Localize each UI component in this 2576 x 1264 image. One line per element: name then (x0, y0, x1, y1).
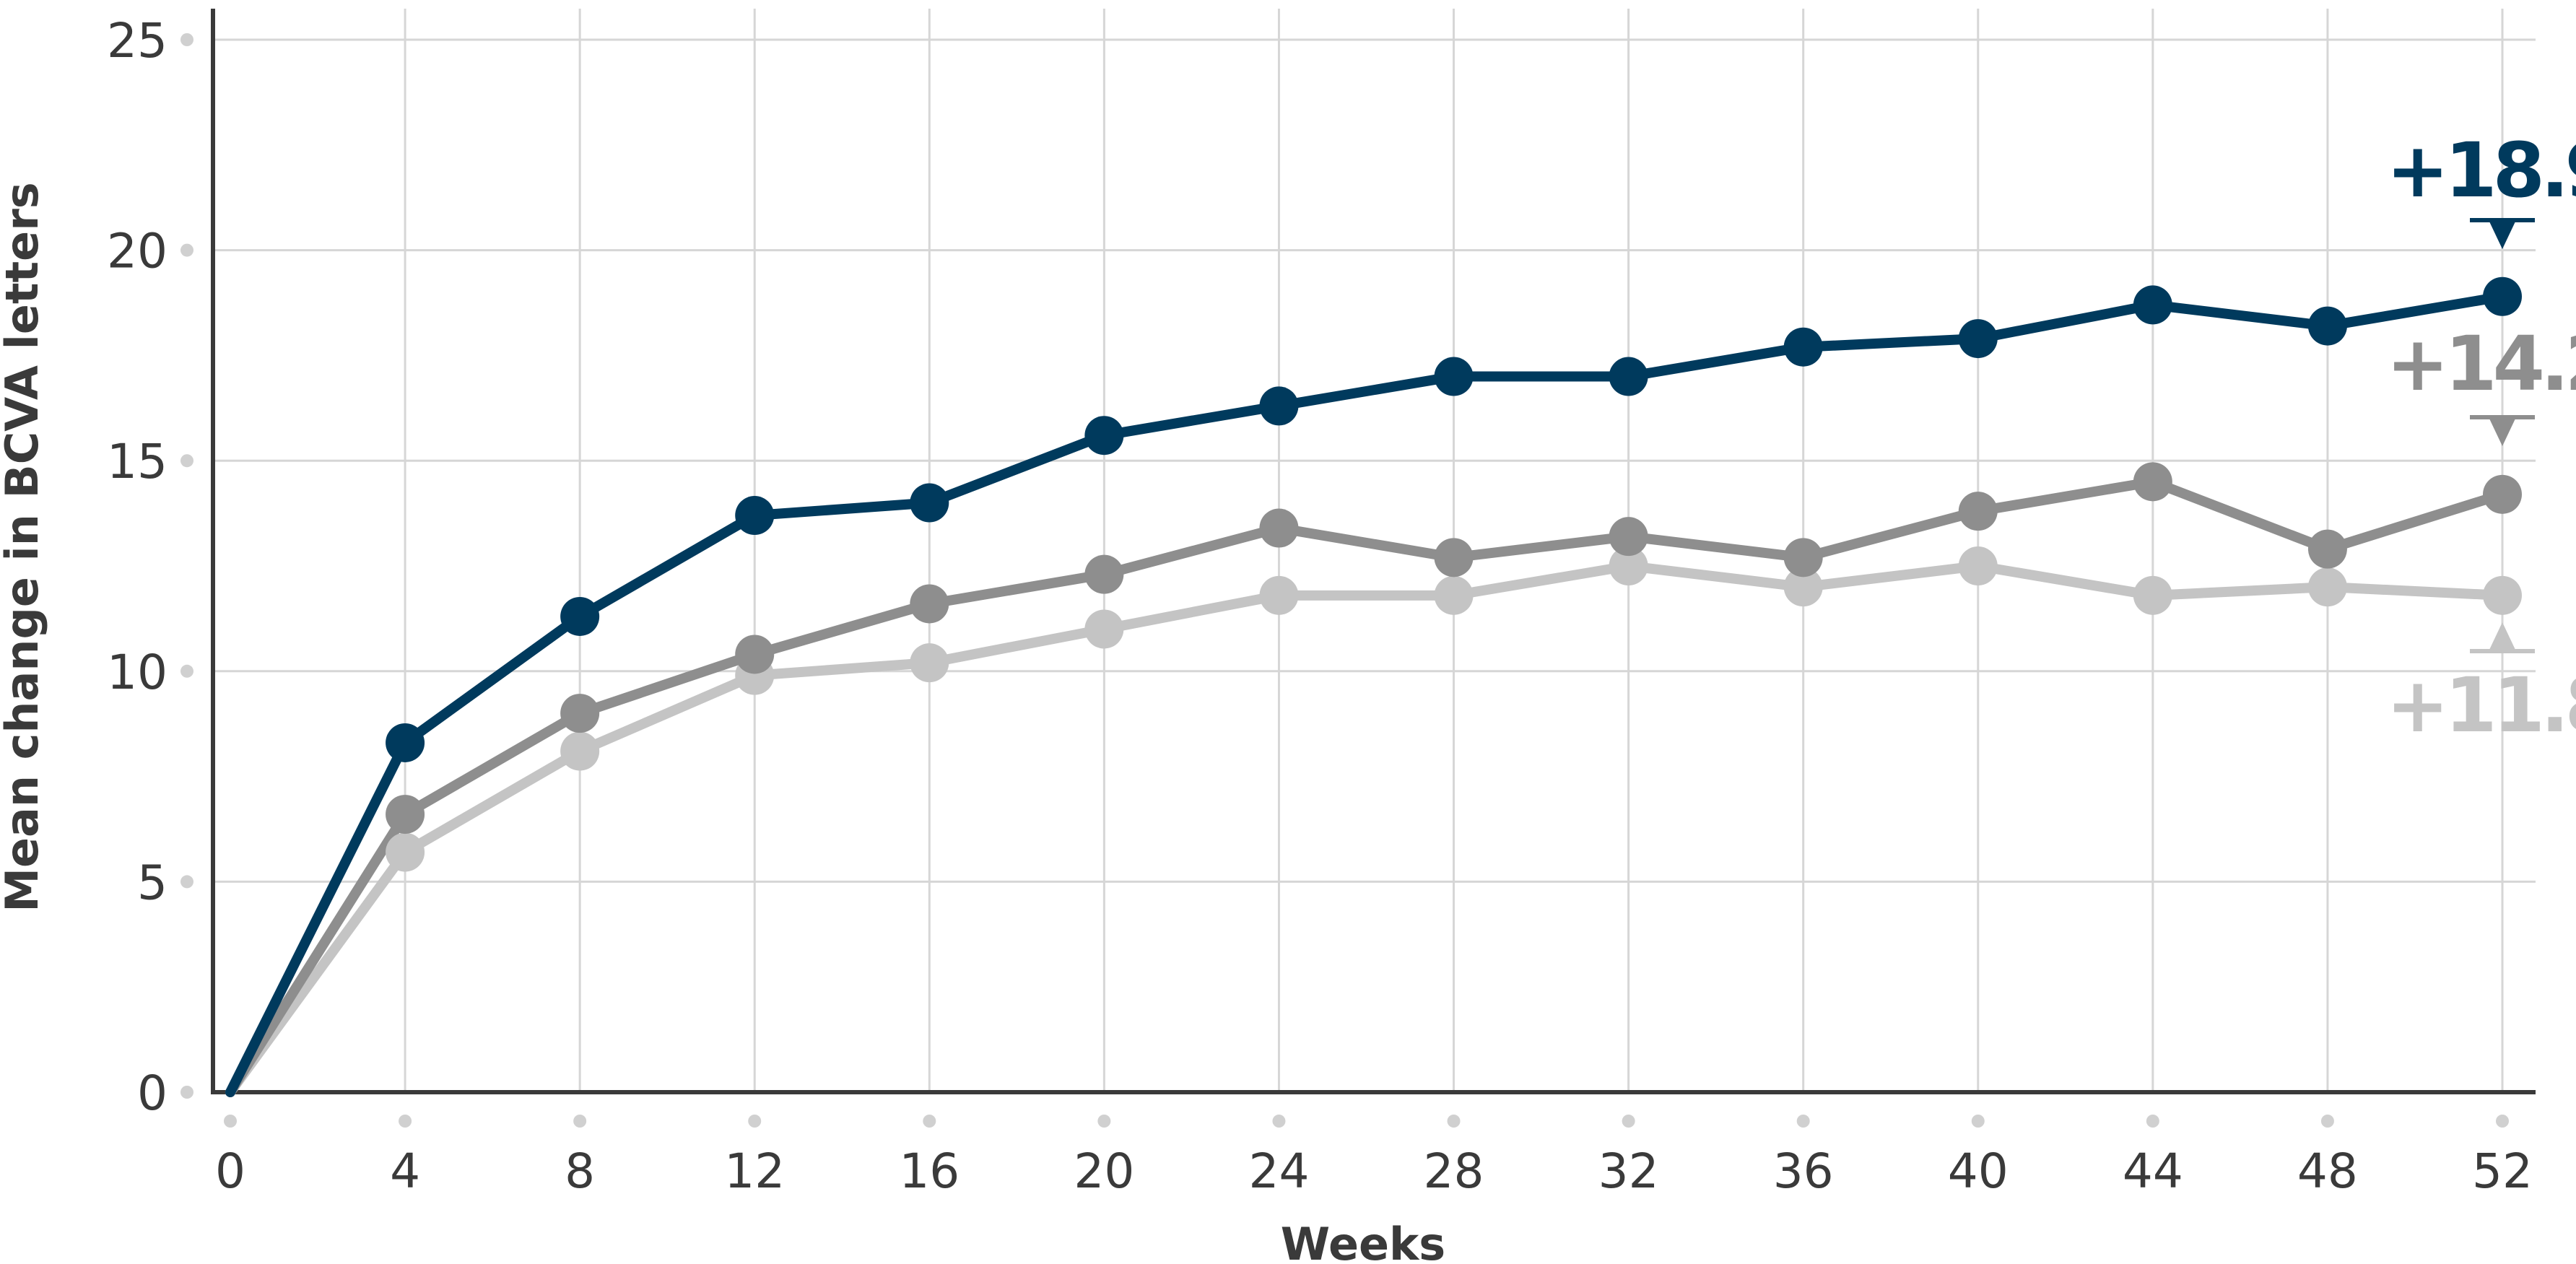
series-1-end-marker-arrow (2489, 419, 2515, 446)
series-1-point (910, 584, 949, 624)
series-0-point (1609, 357, 1648, 396)
series-2-point (1434, 575, 1474, 615)
tick-markers (180, 33, 2509, 1128)
series-0-point (2307, 306, 2347, 346)
series-1-point (1783, 538, 1823, 577)
x-tick-marker (748, 1115, 762, 1128)
series-1-point (1259, 508, 1299, 548)
x-tick-label: 0 (215, 1143, 245, 1199)
series-2-point (1609, 546, 1648, 585)
x-tick-label: 28 (1424, 1143, 1484, 1199)
x-tick-marker (2146, 1115, 2159, 1128)
series-1-point (2133, 462, 2172, 502)
series-0-point (2483, 276, 2522, 316)
series-1-point (1434, 538, 1474, 577)
x-tick-marker (1971, 1115, 1985, 1128)
series-2-end-label: +11.8 (2386, 661, 2576, 749)
y-tick-label: 0 (137, 1065, 167, 1121)
x-tick-marker (923, 1115, 936, 1128)
y-axis-title: Mean change in BCVA letters (0, 182, 48, 912)
series-0-point (1084, 416, 1124, 456)
series-0-end-marker-arrow (2489, 222, 2515, 249)
x-tick-marker (1447, 1115, 1461, 1128)
y-tick-marker (180, 454, 193, 468)
x-tick-label: 36 (1773, 1143, 1834, 1199)
y-tick-labels: 0 5 10 15 20 25 (107, 13, 167, 1121)
series-2-point (386, 832, 425, 872)
y-tick-label: 20 (107, 224, 167, 279)
series-0-line (225, 291, 2507, 1097)
x-tick-marker (399, 1115, 412, 1128)
y-tick-marker (180, 875, 193, 889)
series-1-end-label: +14.2 (2386, 320, 2576, 408)
axes (211, 9, 2536, 1094)
x-tick-label: 20 (1074, 1143, 1134, 1199)
x-tick-label: 8 (565, 1143, 595, 1199)
series-1-point (560, 694, 600, 733)
x-tick-label: 48 (2297, 1143, 2358, 1199)
series-points (386, 276, 2522, 872)
x-tick-label: 32 (1598, 1143, 1659, 1199)
series-lines (225, 291, 2507, 1097)
series-0-point (1434, 357, 1474, 396)
y-tick-marker (180, 33, 193, 46)
series-2-point (2483, 575, 2522, 615)
x-tick-label: 52 (2472, 1143, 2533, 1199)
end-labels: +18.9 +14.2 +11.8 (2386, 126, 2576, 749)
series-0-point (2133, 285, 2172, 325)
series-0-point (1783, 327, 1823, 367)
series-1-point (2483, 474, 2522, 514)
series-2-point (560, 731, 600, 771)
y-tick-marker (180, 664, 193, 678)
series-2-line (225, 561, 2507, 1097)
series-0-point (735, 496, 775, 536)
y-tick-label: 5 (137, 855, 167, 910)
series-2-point (1259, 575, 1299, 615)
x-tick-label: 40 (1948, 1143, 2009, 1199)
grid (213, 9, 2536, 1092)
x-tick-labels: 0 4 8 12 16 20 24 28 32 36 40 44 48 52 (215, 1143, 2533, 1199)
y-tick-label: 25 (107, 13, 167, 69)
x-tick-marker (1622, 1115, 1635, 1128)
series-2-end-marker-arrow (2489, 622, 2515, 650)
series-0-point (1958, 319, 1998, 359)
x-tick-marker (1272, 1115, 1286, 1128)
series-0-end-label: +18.9 (2386, 126, 2576, 214)
y-tick-marker (180, 1086, 193, 1099)
series-1-point (735, 635, 775, 674)
x-tick-label: 4 (390, 1143, 420, 1199)
x-tick-label: 24 (1248, 1143, 1309, 1199)
series-1-point (1609, 517, 1648, 557)
series-1-point (1084, 554, 1124, 594)
y-tick-marker (180, 243, 193, 257)
series-1-point (386, 795, 425, 834)
series-1-line (225, 476, 2507, 1097)
x-axis-title: Weeks (1281, 1218, 1445, 1264)
y-tick-label: 10 (107, 645, 167, 700)
series-2-point (910, 643, 949, 683)
y-tick-label: 15 (107, 434, 167, 489)
x-tick-marker (224, 1115, 237, 1128)
x-tick-label: 12 (724, 1143, 785, 1199)
series-0-point (560, 596, 600, 636)
x-tick-label: 16 (899, 1143, 960, 1199)
x-tick-marker (2320, 1115, 2334, 1128)
x-tick-marker (1796, 1115, 1810, 1128)
series-0-point (910, 483, 949, 523)
series-2-point (2133, 575, 2172, 615)
series-2-point (1783, 567, 1823, 607)
series-2-point (2307, 567, 2347, 607)
series-2-point (1084, 609, 1124, 649)
x-tick-label: 44 (2123, 1143, 2183, 1199)
x-tick-marker (573, 1115, 587, 1128)
x-tick-marker (2496, 1115, 2509, 1128)
series-0-point (1259, 386, 1299, 426)
series-1-point (2307, 529, 2347, 569)
series-0-point (386, 723, 425, 762)
series-2-point (1958, 546, 1998, 585)
x-tick-marker (1097, 1115, 1111, 1128)
series-1-point (1958, 492, 1998, 531)
